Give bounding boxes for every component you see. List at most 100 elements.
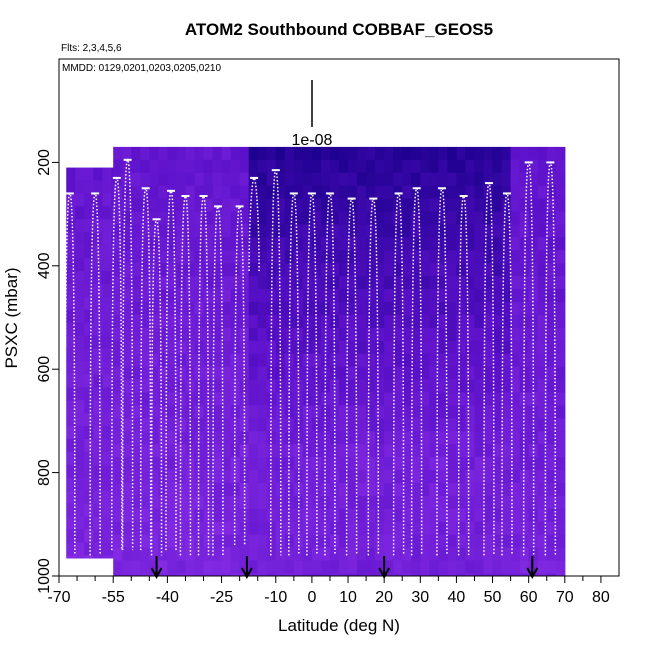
heatmap-cell: [537, 353, 548, 368]
flight-profile: [89, 192, 101, 556]
heatmap-cell: [131, 444, 141, 458]
heatmap-cell: [248, 250, 259, 264]
flight-profile: [324, 192, 336, 556]
heatmap-cell: [375, 366, 385, 381]
heatmap-cell: [411, 444, 421, 458]
heatmap-cell: [320, 146, 331, 161]
heatmap-cell: [149, 172, 159, 187]
heatmap-cell: [474, 276, 485, 290]
flight-profile: [501, 192, 513, 556]
heatmap-cell: [384, 534, 394, 549]
heatmap-cell: [339, 379, 349, 394]
heatmap-cell: [122, 444, 132, 458]
heatmap-cell: [302, 573, 313, 576]
heatmap-cell: [93, 361, 103, 375]
heatmap-cell: [194, 353, 205, 368]
heatmap-cell: [501, 224, 512, 238]
heatmap-cell: [474, 573, 485, 576]
heatmap-cell: [257, 457, 268, 471]
heatmap-cell: [212, 470, 223, 484]
heatmap-cell: [329, 379, 340, 394]
heatmap-cell: [519, 224, 530, 238]
heatmap-cell: [275, 159, 286, 174]
heatmap-cell: [375, 172, 385, 187]
heatmap-cell: [230, 405, 241, 419]
heatmap-cell: [212, 482, 223, 497]
heatmap-cell: [185, 301, 196, 316]
heatmap-cell: [140, 146, 150, 161]
arrow-head: [150, 567, 163, 580]
heatmap-cell: [339, 547, 349, 562]
heatmap-cell: [131, 405, 141, 419]
heatmap-cell: [357, 482, 367, 497]
heatmap-cell: [519, 276, 530, 290]
heatmap-cell: [131, 224, 141, 238]
heatmap-cell: [167, 366, 178, 381]
heatmap-cell: [555, 379, 566, 394]
heatmap-cell: [66, 193, 76, 207]
heatmap-cell: [456, 560, 467, 575]
heatmap-cell: [248, 405, 259, 419]
heatmap-cell: [284, 146, 295, 161]
heatmap-cell: [239, 198, 250, 213]
heatmap-cell: [275, 470, 286, 484]
heatmap-cell: [411, 508, 421, 523]
heatmap-cell: [456, 534, 467, 549]
flight-profile: [436, 187, 448, 556]
heatmap-cell: [257, 482, 268, 497]
heatmap-cell: [212, 457, 223, 471]
heatmap-cell: [375, 573, 385, 576]
heatmap-cell: [293, 237, 304, 251]
heatmap-cell: [248, 379, 259, 394]
heatmap-cell: [492, 224, 503, 238]
heatmap-cell: [420, 289, 430, 303]
heatmap-cell: [537, 159, 548, 174]
heatmap-cell: [465, 237, 476, 251]
heatmap-cell: [402, 224, 412, 238]
heatmap-cell: [320, 237, 331, 251]
heatmap-cell: [519, 263, 530, 277]
heatmap-cell: [102, 503, 112, 518]
heatmap-cell: [102, 516, 112, 531]
heatmap-cell: [257, 172, 268, 187]
heatmap-cell: [212, 495, 223, 510]
heatmap-cell: [555, 353, 566, 368]
heatmap-cell: [113, 379, 123, 394]
heatmap-cell: [158, 211, 168, 226]
heatmap-cell: [239, 314, 250, 329]
heatmap-cell: [102, 413, 112, 427]
heatmap-cell: [167, 340, 178, 355]
heatmap-cell: [501, 289, 512, 303]
heatmap-cell: [93, 322, 103, 337]
heatmap-cell: [122, 159, 132, 174]
heatmap-cell: [393, 573, 403, 576]
heatmap-cell: [456, 224, 467, 238]
heatmap-cell: [311, 327, 322, 342]
heatmap-cell: [66, 400, 76, 414]
heatmap-cell: [230, 301, 241, 316]
heatmap-cell: [329, 224, 340, 238]
heatmap-cell: [167, 457, 178, 471]
heatmap-cell: [149, 470, 159, 484]
heatmap-cell: [111, 361, 114, 375]
heatmap-cell: [339, 392, 349, 406]
heatmap-cell: [465, 146, 476, 161]
heatmap-cell: [257, 366, 268, 381]
heatmap-cell: [284, 534, 295, 549]
heatmap-cell: [293, 211, 304, 226]
heatmap-cell: [474, 379, 485, 394]
heatmap-cell: [194, 250, 205, 264]
heatmap-cell: [501, 508, 512, 523]
heatmap-cell: [384, 327, 394, 342]
heatmap-cell: [537, 418, 548, 432]
heatmap-cell: [102, 464, 112, 479]
heatmap-cell: [266, 185, 277, 200]
heatmap-cell: [93, 374, 103, 388]
heatmap-cell: [438, 146, 448, 161]
heatmap-cell: [420, 211, 430, 226]
heatmap-cell: [329, 495, 340, 510]
heatmap-cell: [257, 289, 268, 303]
heatmap-cell: [384, 185, 394, 200]
heatmap-cell: [510, 340, 521, 355]
heatmap-cell: [366, 276, 376, 290]
